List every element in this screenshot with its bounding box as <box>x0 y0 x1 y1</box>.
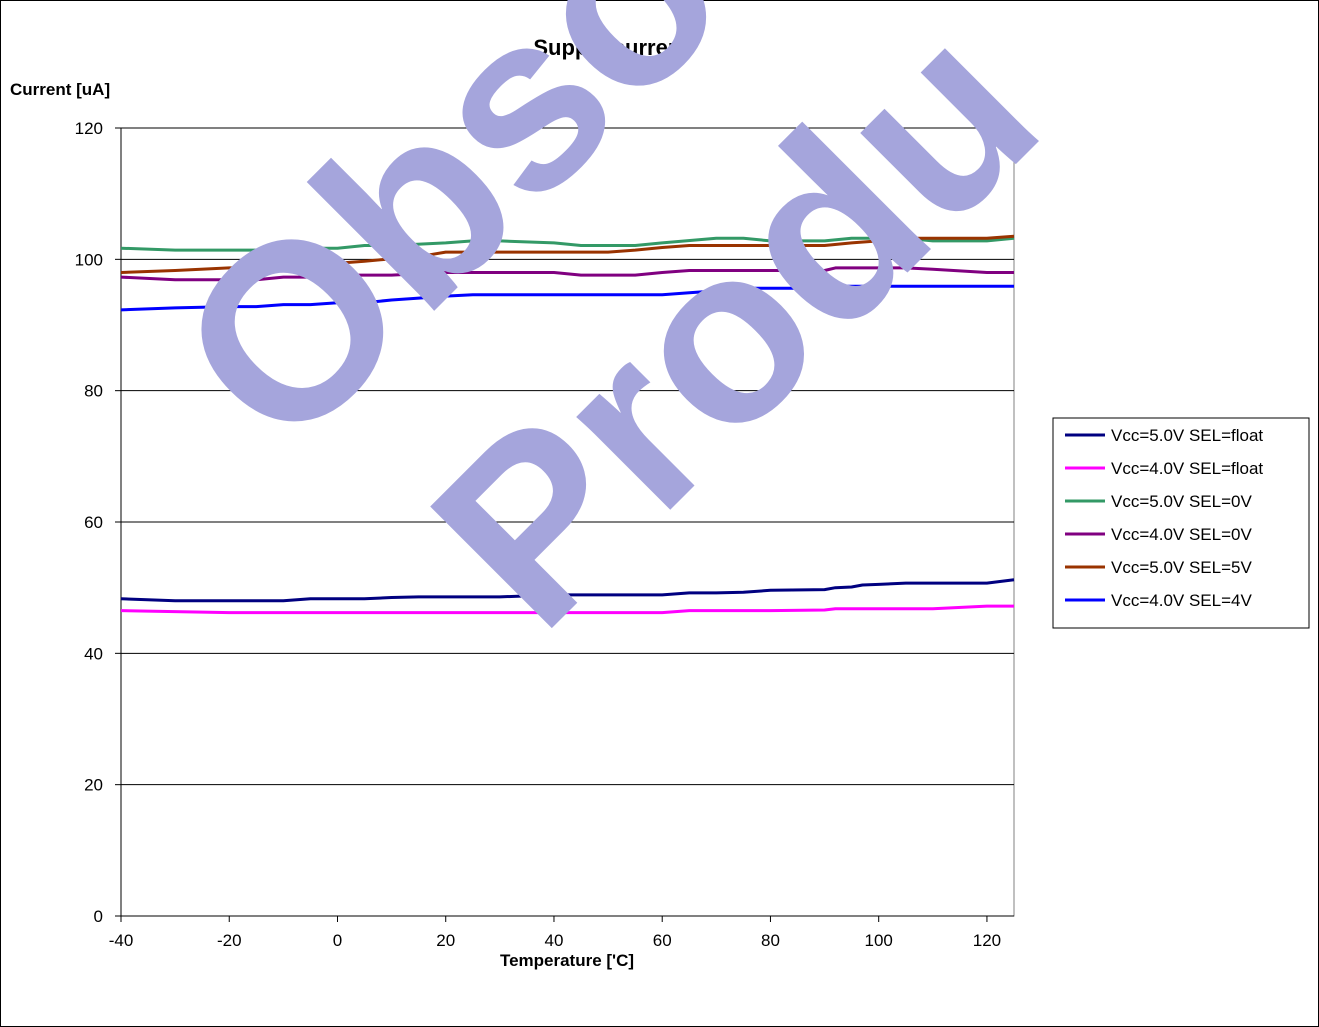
series-line-4 <box>120 266 1014 282</box>
legend-label-1: Vcc=5.0V SEL=float <box>1111 426 1263 445</box>
series-line-3 <box>120 236 1015 252</box>
chart-title: Supply current <box>533 35 689 60</box>
y-tick-label: 100 <box>75 250 103 269</box>
legend-label-5: Vcc=5.0V SEL=5V <box>1111 558 1252 577</box>
y-tick-label: 120 <box>75 119 103 138</box>
y-tick-label: 80 <box>84 382 103 401</box>
x-tick-label: 20 <box>436 931 455 950</box>
legend-label-2: Vcc=4.0V SEL=float <box>1111 459 1263 478</box>
legend-label-4: Vcc=4.0V SEL=0V <box>1111 525 1252 544</box>
x-axis-title: Temperature ['C] <box>500 951 634 970</box>
legend: Vcc=5.0V SEL=float Vcc=4.0V SEL=float Vcc=… <box>1052 417 1310 629</box>
x-tick-label: -40 <box>109 931 134 950</box>
y-axis-ticks: 0 20 40 60 80 100 120 <box>75 119 121 926</box>
series-line-2 <box>120 604 1014 615</box>
x-tick-label: 60 <box>653 931 672 950</box>
x-tick-label: 40 <box>545 931 564 950</box>
y-tick-label: 20 <box>84 776 103 795</box>
y-tick-label: 0 <box>94 907 103 926</box>
x-tick-label: 80 <box>761 931 780 950</box>
series-line-6 <box>120 284 1014 312</box>
y-tick-label: 40 <box>84 644 103 663</box>
legend-label-6: Vcc=4.0V SEL=4V <box>1111 591 1252 610</box>
x-axis-ticks: -40 -20 0 20 40 60 80 100 120 <box>109 128 1014 950</box>
y-tick-label: 60 <box>84 513 103 532</box>
legend-box <box>1052 417 1310 629</box>
x-tick-label: 0 <box>333 931 342 950</box>
series-line-5 <box>120 234 1015 274</box>
y-axis-title: Current [uA] <box>10 80 110 99</box>
x-tick-label: 100 <box>865 931 893 950</box>
x-tick-label: -20 <box>217 931 242 950</box>
series-lines <box>120 234 1015 615</box>
x-tick-label: 120 <box>973 931 1001 950</box>
series-line-1 <box>120 578 1015 603</box>
legend-label-3: Vcc=5.0V SEL=0V <box>1111 492 1252 511</box>
gridlines <box>121 127 1014 786</box>
